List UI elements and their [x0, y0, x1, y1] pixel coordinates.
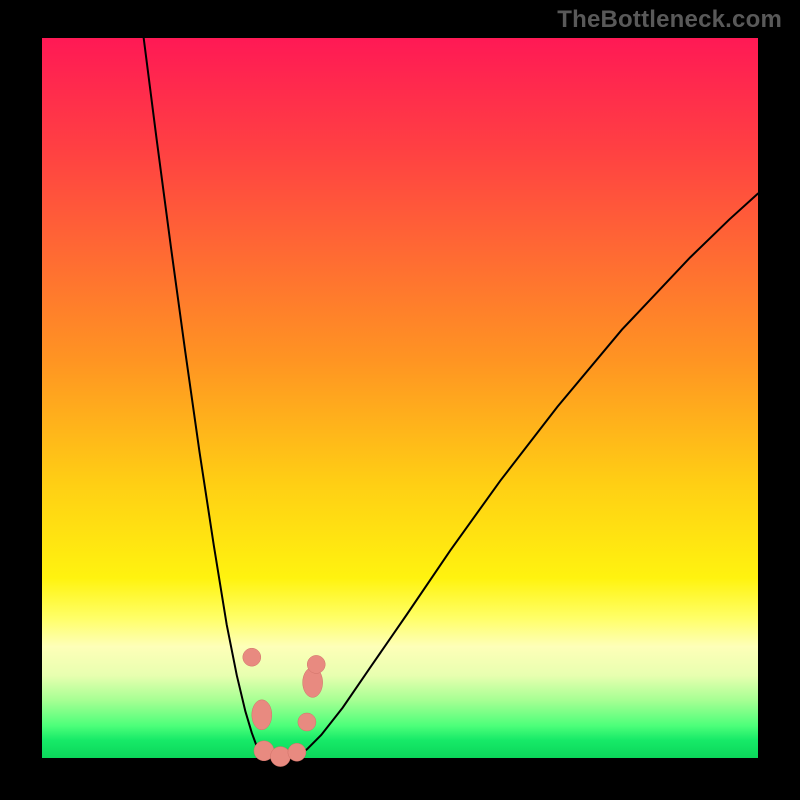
- chart-svg: [0, 0, 800, 800]
- bottleneck-chart: TheBottleneck.com: [0, 0, 800, 800]
- chart-plot-area: [42, 38, 758, 758]
- marker-point-7: [307, 655, 325, 673]
- marker-point-5: [298, 713, 316, 731]
- marker-point-1: [252, 700, 272, 730]
- marker-point-0: [243, 648, 261, 666]
- watermark-text: TheBottleneck.com: [557, 6, 782, 34]
- marker-point-4: [288, 743, 306, 761]
- marker-point-3: [270, 747, 290, 767]
